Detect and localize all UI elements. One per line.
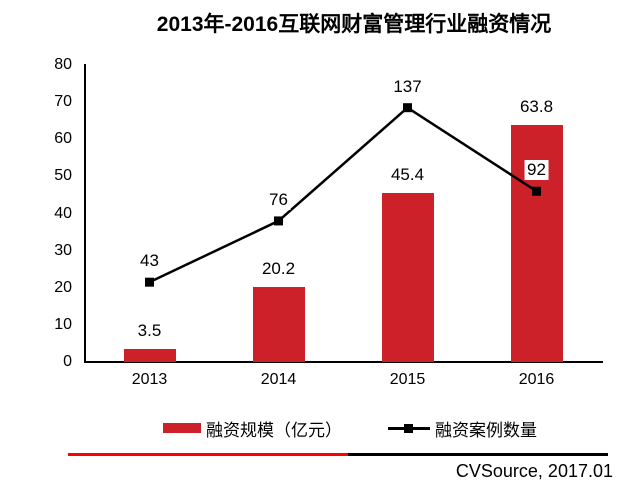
line-series-svg	[145, 103, 541, 287]
bar-value-label: 20.2	[261, 259, 296, 278]
line-series-path	[148, 106, 538, 284]
line-legend-marker-icon	[404, 423, 413, 433]
line-value-label: 43	[137, 251, 162, 272]
bar-value-label: 3.5	[137, 321, 162, 340]
chart-legend: 融资规模（亿元） 融资案例数量	[0, 417, 640, 441]
legend-item-line-series: 融资案例数量	[388, 417, 537, 440]
y-axis-tick-label: 80	[54, 56, 72, 73]
x-axis-label: 2014	[260, 371, 297, 388]
bar-value-label: 63.8	[519, 97, 554, 117]
y-axis-tick-label: 50	[54, 167, 72, 185]
y-axis-tick-label: 40	[54, 204, 72, 222]
x-axis-label: 2015	[389, 371, 426, 388]
divider-black-segment	[348, 453, 608, 456]
bar-value-label: 45.4	[390, 165, 425, 185]
bar-2013	[123, 349, 176, 362]
line-value-label: 137	[390, 76, 425, 97]
legend-label-bar: 融资规模（亿元）	[206, 420, 342, 440]
line-value-label: 92	[524, 160, 549, 181]
bar-legend-swatch-icon	[163, 423, 201, 433]
bar-2015	[381, 193, 434, 362]
legend-label-line: 融资案例数量	[435, 420, 537, 440]
y-axis-line	[84, 64, 86, 363]
y-axis-tick-label: 20	[54, 278, 72, 296]
x-axis-line	[84, 361, 603, 363]
line-marker-icon	[403, 103, 412, 113]
divider-red-segment	[68, 453, 348, 456]
line-value-label: 76	[266, 189, 291, 210]
line-legend-swatch-icon	[388, 423, 430, 434]
line-marker-icon	[145, 277, 154, 287]
line-marker-icon	[532, 186, 541, 196]
y-axis-tick-label: 30	[54, 241, 72, 259]
bar-2014	[252, 287, 305, 362]
chart-title: 2013年-2016互联网财富管理行业融资情况	[156, 13, 552, 36]
y-axis-tick-label: 70	[54, 93, 72, 111]
y-axis-tick-label: 60	[54, 130, 72, 148]
y-axis-tick-label: 0	[63, 353, 72, 370]
source-caption: CVSource, 2017.01	[455, 461, 613, 481]
x-axis-label: 2013	[131, 371, 168, 388]
x-axis-label: 2016	[518, 371, 555, 388]
legend-item-bar-series: 融资规模（亿元）	[163, 417, 342, 440]
line-marker-icon	[274, 216, 283, 226]
y-axis-tick-label: 10	[54, 315, 72, 333]
